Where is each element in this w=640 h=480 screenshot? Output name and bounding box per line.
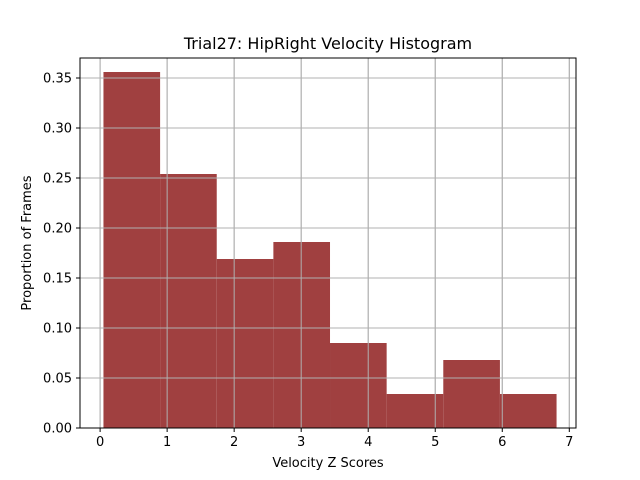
histogram-bar — [216, 259, 274, 428]
histogram-bar — [443, 360, 500, 428]
grid-overlay-layer — [80, 58, 576, 429]
y-tick-label: 0.35 — [43, 72, 72, 87]
x-tick-label: 5 — [431, 435, 439, 450]
x-tick-label: 4 — [364, 435, 372, 450]
y-tick-label: 0.00 — [43, 422, 72, 437]
bars-layer — [103, 72, 557, 428]
x-tick-label: 3 — [297, 435, 305, 450]
x-axis-label: Velocity Z Scores — [272, 456, 384, 471]
x-tick-label: 6 — [498, 435, 506, 450]
histogram-bar — [499, 394, 557, 428]
histogram-bar — [330, 343, 387, 428]
y-tick-label: 0.20 — [43, 222, 72, 237]
x-tick-label: 7 — [565, 435, 573, 450]
plot-frame — [79, 57, 577, 429]
histogram-bar — [386, 394, 444, 428]
y-tick-label: 0.15 — [43, 272, 72, 287]
y-tick-label: 0.05 — [43, 372, 72, 387]
histogram-bar — [103, 72, 161, 428]
x-tick-label: 2 — [230, 435, 238, 450]
x-axis-ticks: 0 1 2 3 4 5 6 7 — [96, 428, 573, 450]
y-tick-label: 0.10 — [43, 322, 72, 337]
y-axis-ticks: 0.00 0.05 0.10 0.15 0.20 0.25 0.30 0.35 — [43, 72, 80, 437]
y-axis-label: Proportion of Frames — [20, 175, 35, 310]
y-tick-label: 0.25 — [43, 172, 72, 187]
chart-title: Trial27: HipRight Velocity Histogram — [183, 34, 472, 53]
x-tick-label: 1 — [163, 435, 171, 450]
x-tick-label: 0 — [96, 435, 104, 450]
histogram-bar — [160, 174, 217, 428]
histogram-bar — [273, 242, 331, 428]
y-tick-label: 0.30 — [43, 122, 72, 137]
